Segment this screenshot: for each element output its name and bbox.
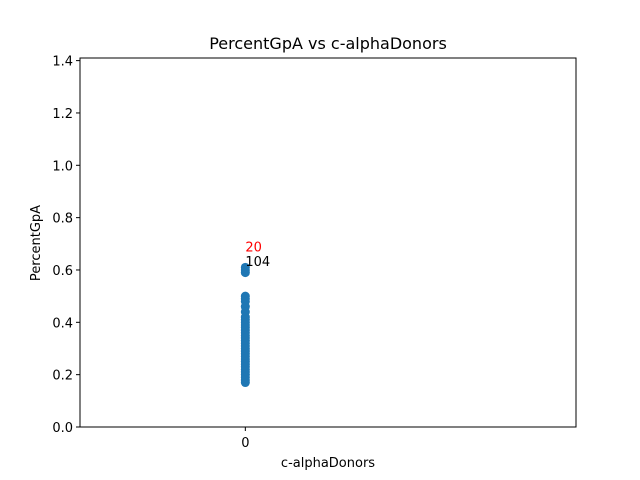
data-point bbox=[240, 378, 250, 388]
y-axis-label: PercentGpA bbox=[29, 205, 44, 281]
point-annotation: 20 bbox=[245, 241, 262, 256]
y-tick-label: 1.2 bbox=[52, 107, 73, 122]
point-annotation: 104 bbox=[245, 255, 270, 270]
y-tick-label: 0.6 bbox=[52, 264, 73, 279]
chart-title: PercentGpA vs c-alphaDonors bbox=[209, 34, 447, 53]
y-tick-label: 1.4 bbox=[52, 55, 73, 70]
axes-frame bbox=[79, 57, 577, 428]
data-point bbox=[240, 362, 250, 372]
plot-area bbox=[240, 262, 250, 388]
x-axis-label: c-alphaDonors bbox=[281, 456, 375, 471]
y-tick-label: 0.8 bbox=[52, 212, 73, 227]
y-tick-label: 0.2 bbox=[52, 369, 73, 384]
y-tick-label: 0.0 bbox=[52, 421, 73, 436]
data-point bbox=[240, 268, 250, 278]
y-tick-label: 0.4 bbox=[52, 316, 73, 331]
y-tick-label: 1.0 bbox=[52, 159, 73, 174]
x-tick-label: 0 bbox=[241, 436, 249, 451]
